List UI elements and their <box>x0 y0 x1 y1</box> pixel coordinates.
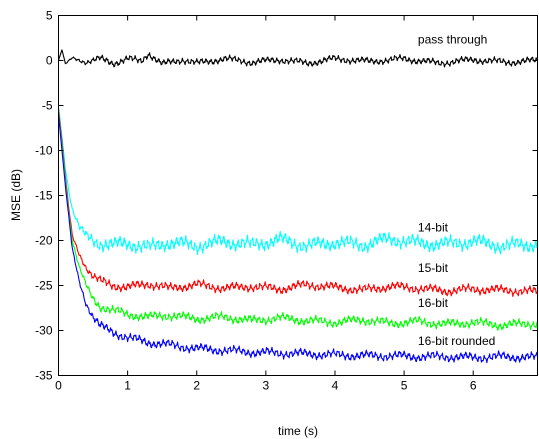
series-label: pass through <box>418 32 487 46</box>
x-tick-label: 0 <box>55 379 62 393</box>
y-tick-label: -35 <box>35 369 53 383</box>
y-tick-label: 5 <box>46 9 53 23</box>
y-tick-label: -20 <box>35 234 53 248</box>
x-tick-label: 3 <box>263 379 270 393</box>
x-tick-label: 1 <box>124 379 131 393</box>
series-label: 15-bit <box>418 261 449 275</box>
x-tick-label: 2 <box>193 379 200 393</box>
x-tick-label: 4 <box>332 379 339 393</box>
y-tick-label: -5 <box>42 99 53 113</box>
x-ticks: 0 1 2 3 4 5 6 <box>55 15 477 393</box>
series-line <box>57 49 538 68</box>
series-labels: pass through 14-bit 15-bit 16-bit 16-bit rou… <box>418 32 495 348</box>
series-line <box>57 114 538 331</box>
y-axis-label: MSE (dB) <box>9 169 23 221</box>
series-label: 14-bit <box>418 221 449 235</box>
x-tick-label: 6 <box>470 379 477 393</box>
series-line <box>57 105 539 255</box>
series-layer <box>57 49 539 364</box>
y-tick-label: 0 <box>46 54 53 68</box>
series-line <box>57 109 539 297</box>
series-label: 16-bit <box>418 296 449 310</box>
series-line <box>57 114 539 364</box>
x-axis-label: time (s) <box>278 424 318 438</box>
y-ticks: 5 0 -5 -10 -15 -20 -25 -30 -35 <box>35 9 538 383</box>
y-tick-label: -25 <box>35 279 53 293</box>
x-tick-label: 5 <box>401 379 408 393</box>
y-tick-label: -30 <box>35 324 53 338</box>
y-tick-label: -10 <box>35 144 53 158</box>
series-label: 16-bit rounded <box>418 334 495 348</box>
y-tick-label: -15 <box>35 189 53 203</box>
